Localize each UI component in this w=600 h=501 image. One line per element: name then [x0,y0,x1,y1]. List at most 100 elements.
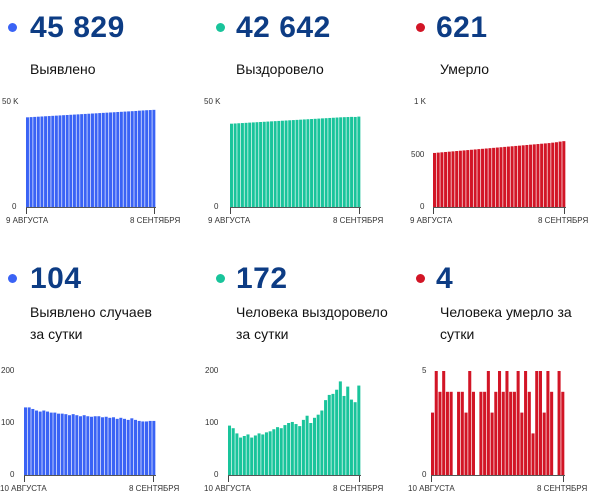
bar [486,371,490,475]
bar [230,123,233,207]
bar [145,110,149,207]
deaths-daily-label: Человека умерло за сутки [440,304,572,342]
deaths-daily-value: 4 [436,262,454,295]
bar [261,434,265,475]
y-axis-top-label: 50 K [204,97,221,106]
bar [481,148,485,207]
bar [288,120,292,207]
bar [239,437,243,475]
bar [514,145,518,207]
bar [438,391,442,475]
deaths-total-value: 621 [436,11,488,44]
bar [445,391,449,475]
bar [294,424,298,475]
bar [58,115,62,207]
bar [524,371,528,475]
bar [148,110,152,207]
x-axis-start-label: 10 АВГУСТА [0,484,47,493]
bar [551,142,555,207]
x-axis-end-label: 8 СЕНТЯБРЯ [130,216,181,225]
bar [40,116,44,207]
bar [324,400,328,475]
bar [104,416,108,475]
x-axis-end-tick [154,207,155,214]
bar [540,143,544,207]
bar [554,142,558,207]
detected-daily-label: Выявлено случаев за сутки [30,304,152,342]
bar [444,151,448,207]
bar [547,143,551,207]
y-axis-top-label: 1 K [414,97,427,106]
bar [324,118,328,207]
x-axis-start-label: 10 АВГУСТА [408,484,455,493]
bar [79,416,83,475]
y-axis-zero-label: 0 [214,202,219,211]
recovered-daily-value: 172 [236,262,288,295]
bar [280,120,284,207]
bar [531,433,535,475]
bar [529,144,533,207]
bar [53,412,57,475]
x-axis-end-label: 8 СЕНТЯБРЯ [129,484,180,493]
bar [69,114,73,207]
bar [447,151,451,207]
bar [492,147,496,207]
bar [436,152,440,207]
x-axis-end-label: 8 СЕНТЯБРЯ [333,484,384,493]
bar [331,117,335,207]
bar [123,418,127,475]
bar [535,371,539,475]
bar [270,121,274,207]
bar [145,421,149,475]
bar [137,110,141,207]
bar [279,428,283,475]
bar [262,121,266,207]
bar [148,420,152,475]
bar [64,414,68,475]
bar [451,151,455,207]
bar [126,419,130,475]
bar [235,433,239,475]
bar [251,122,255,207]
detected-daily-value: 104 [30,262,82,295]
bar [112,112,116,207]
bar [512,391,516,475]
bar [264,432,268,475]
bar [431,412,435,475]
bar [527,391,531,475]
bar [490,412,494,475]
bar [233,123,237,207]
bar [327,394,331,475]
bar [273,121,277,207]
bar [342,395,346,475]
bar [101,417,105,475]
bar [51,115,55,207]
bar [449,391,453,475]
panel-detected-total: 45 829 Выявлено 50 K 0 9 АВГУСТА 8 СЕНТЯ… [0,0,190,245]
bar [442,371,446,475]
bar [250,437,254,475]
bar [112,417,116,475]
bar [516,371,520,475]
bar [137,420,141,475]
bar [346,386,350,475]
bar [49,412,53,475]
bar [33,116,37,207]
bar [562,141,566,207]
deaths-total-label: Умерло [440,61,490,77]
y-axis-zero-label: 0 [12,202,17,211]
bar [302,119,306,207]
bar [68,415,72,475]
bar [550,391,554,475]
bar [353,402,357,475]
bar [505,371,509,475]
bar [469,149,473,207]
bar [253,435,257,475]
bar [42,410,46,475]
bar [257,433,261,475]
recovered-total-value: 42 642 [236,11,331,44]
x-axis-start-tick [433,207,434,214]
bar [31,408,35,475]
bar [457,391,461,475]
bar [127,111,131,207]
